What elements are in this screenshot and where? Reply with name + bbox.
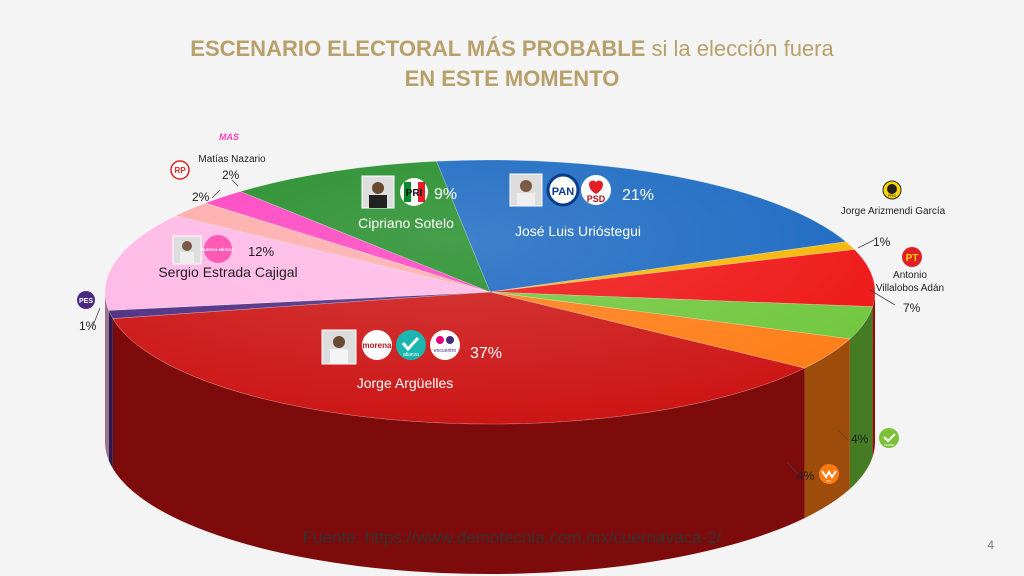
- value-rp: 2%: [192, 190, 210, 204]
- value-verde: 4%: [851, 432, 869, 446]
- pan-logo-icon: PAN: [546, 173, 580, 207]
- rp-logo-icon: RP: [170, 160, 190, 180]
- svg-text:FUERZA MÉXICO: FUERZA MÉXICO: [202, 247, 235, 252]
- title-bold: ESCENARIO ELECTORAL MÁS PROBABLE: [190, 36, 646, 61]
- svg-text:encuentro: encuentro: [434, 348, 456, 354]
- encuentro-social-logo-icon: encuentro: [430, 330, 460, 360]
- label-estrada: Sergio Estrada Cajigal: [158, 264, 297, 280]
- page-number: 4: [987, 538, 994, 552]
- psd-logo-icon: PSD: [581, 175, 611, 205]
- label-nazario: Matías Nazario: [198, 154, 266, 165]
- leader-lines: [91, 179, 896, 475]
- nueva-alianza-logo-icon: alianza: [396, 330, 426, 360]
- svg-text:PRI: PRI: [406, 188, 423, 199]
- pes-logo-icon: PES: [77, 291, 95, 309]
- svg-text:PT: PT: [906, 253, 919, 264]
- svg-text:PAN: PAN: [552, 186, 574, 198]
- value-estrada: 12%: [248, 244, 274, 259]
- label-uriostegui: José Luis Urióstegui: [515, 223, 641, 239]
- candidate-photo-estrada: [172, 235, 202, 265]
- pie-side-5: [112, 318, 805, 574]
- morena-logo-icon: morena: [362, 330, 392, 360]
- value-mc: 4%: [797, 469, 815, 483]
- svg-text:VERDE: VERDE: [884, 443, 894, 447]
- title-light: si la elección fuera: [651, 36, 834, 61]
- chart-title: ESCENARIO ELECTORAL MÁS PROBABLE si la e…: [0, 34, 1024, 94]
- svg-text:PES: PES: [79, 298, 93, 305]
- svg-text:RP: RP: [174, 166, 186, 175]
- svg-text:alianza: alianza: [403, 352, 419, 358]
- svg-text:morena: morena: [363, 341, 392, 350]
- label-villalobos-1: Antonio: [893, 270, 927, 281]
- mas-logo-icon: MAS: [219, 132, 239, 142]
- pie-decorations: [105, 160, 875, 424]
- label-villalobos-2: Villalobos Adán: [876, 283, 944, 294]
- source-citation: Fuente: https://www.demotecnia.com.mx/cu…: [302, 528, 722, 547]
- pie-side-7: [105, 292, 109, 461]
- value-arguelles: 37%: [470, 345, 502, 362]
- label-arizmendi: Jorge Arizmendi García: [841, 206, 946, 217]
- value-sotelo: 9%: [434, 186, 457, 203]
- pie-side-2: [872, 292, 875, 457]
- value-villalobos: 7%: [903, 301, 921, 315]
- pie-side-4: [804, 338, 850, 519]
- pie-shine: [105, 160, 875, 424]
- pie-side-3: [849, 306, 873, 489]
- candidate-photo-sotelo: [361, 175, 395, 209]
- svg-text:PSD: PSD: [587, 194, 606, 204]
- title-line2: EN ESTE MOMENTO: [404, 66, 620, 91]
- mc-logo-icon: MC: [819, 464, 839, 484]
- svg-text:MC: MC: [827, 479, 832, 483]
- verde-logo-icon: VERDE: [879, 428, 899, 448]
- candidate-photo-uriostegui: [509, 173, 543, 207]
- pie-side-6: [108, 310, 113, 469]
- label-arguelles: Jorge Argüelles: [357, 375, 454, 391]
- value-nazario: 2%: [222, 168, 240, 182]
- svg-text:MAS: MAS: [219, 132, 239, 142]
- fuerza-mexico-logo-icon: FUERZA MÉXICO: [202, 235, 235, 263]
- candidate-photo-arguelles: [321, 329, 357, 365]
- value-arizmendi: 1%: [873, 235, 891, 249]
- label-sotelo: Cipriano Sotelo: [358, 215, 454, 231]
- pri-logo-icon: PRI: [400, 178, 428, 206]
- value-uriostegui: 21%: [622, 187, 654, 204]
- value-pes: 1%: [79, 319, 97, 333]
- pt-logo-icon: PT: [902, 247, 922, 267]
- prd-logo-icon: PRD: [882, 180, 902, 200]
- svg-text:PRD: PRD: [888, 193, 897, 198]
